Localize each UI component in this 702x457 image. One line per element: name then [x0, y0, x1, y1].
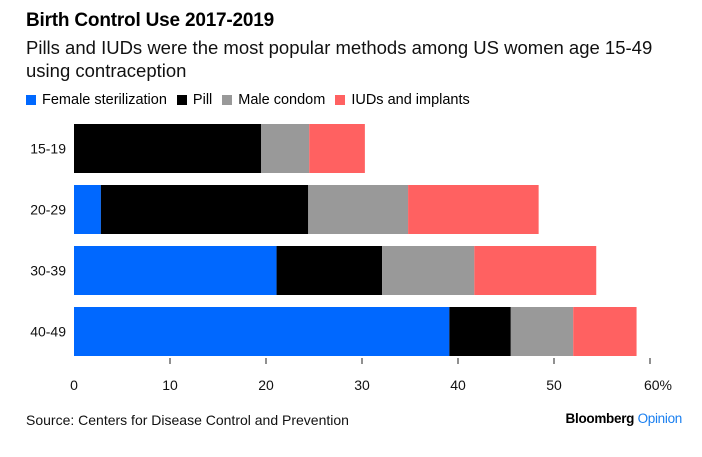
- bar-segment: [449, 307, 511, 356]
- legend-label: Pill: [192, 92, 213, 108]
- legend-swatch: [176, 95, 187, 105]
- legend-swatch: [26, 95, 36, 105]
- x-tick-label: 20: [258, 377, 274, 393]
- bar-segment: [309, 124, 365, 173]
- legend-item: IUDs and implants: [335, 92, 470, 108]
- category-label: 20-29: [30, 202, 66, 218]
- chart-title: Birth Control Use 2017-2019: [26, 10, 275, 31]
- bar-segment: [573, 307, 637, 356]
- brand-accent: Opinion: [637, 411, 683, 426]
- legend-item: Male condom: [222, 92, 325, 108]
- legend-swatch: [335, 95, 346, 105]
- bar-segment: [510, 307, 574, 356]
- bar-segment: [474, 246, 597, 295]
- source-note: Source: Centers for Disease Control and …: [26, 412, 349, 428]
- brand-logo: Bloomberg Opinion: [565, 411, 683, 426]
- legend-item: Pill: [176, 92, 213, 108]
- bar-segment: [276, 246, 383, 295]
- bar-segment: [261, 124, 310, 173]
- category-label: 40-49: [30, 324, 66, 340]
- brand-name: Bloomberg: [565, 411, 635, 426]
- bar-segment: [74, 185, 101, 234]
- bar-segment: [100, 185, 309, 234]
- x-tick-label: 60%: [644, 377, 672, 393]
- legend: Female sterilization Pill Male condom IUDs …: [26, 92, 480, 108]
- category-label: 15-19: [30, 141, 66, 157]
- bar-segment: [408, 185, 539, 234]
- bar-segment: [74, 246, 277, 295]
- bar-segment: [382, 246, 475, 295]
- bar-segment: [74, 124, 262, 173]
- legend-label: Male condom: [238, 92, 326, 108]
- x-tick-label: 10: [162, 377, 178, 393]
- x-tick-label: 0: [70, 377, 78, 393]
- x-tick-label: 50: [546, 377, 562, 393]
- legend-label: IUDs and implants: [351, 92, 470, 108]
- legend-item: Female sterilization: [26, 92, 167, 108]
- chart-subtitle: Pills and IUDs were the most popular met…: [26, 37, 653, 81]
- bar-segment: [74, 307, 450, 356]
- x-tick-label: 30: [354, 377, 370, 393]
- category-label: 30-39: [30, 263, 66, 279]
- x-tick-label: 40: [450, 377, 466, 393]
- legend-swatch: [222, 95, 233, 105]
- legend-label: Female sterilization: [42, 92, 167, 108]
- bar-segment: [308, 185, 409, 234]
